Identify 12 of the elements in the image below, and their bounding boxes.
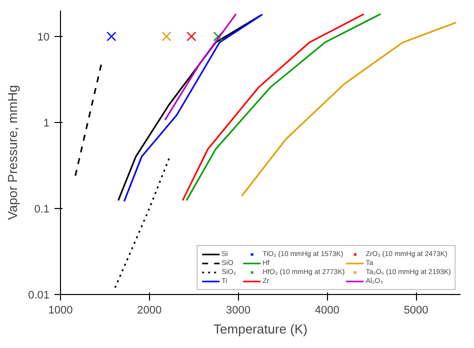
y-tick-label: 0.1: [34, 203, 50, 216]
y-tick-label: 10: [37, 31, 50, 44]
line-series: [241, 22, 457, 197]
x-tick-label: 4000: [314, 304, 340, 316]
x-tick-label: 3000: [226, 304, 251, 316]
x-tick-label: 5000: [404, 304, 428, 316]
x-axis-title: Temperature (K): [214, 322, 308, 336]
y-tick-label: 0.01: [28, 290, 50, 302]
y-axis-title: Vapor Pressure, mmHg: [5, 85, 20, 220]
x-tick-label: 1000: [48, 304, 73, 316]
x-tick-label: 2000: [137, 304, 162, 316]
y-tick-label: 1: [43, 117, 50, 130]
